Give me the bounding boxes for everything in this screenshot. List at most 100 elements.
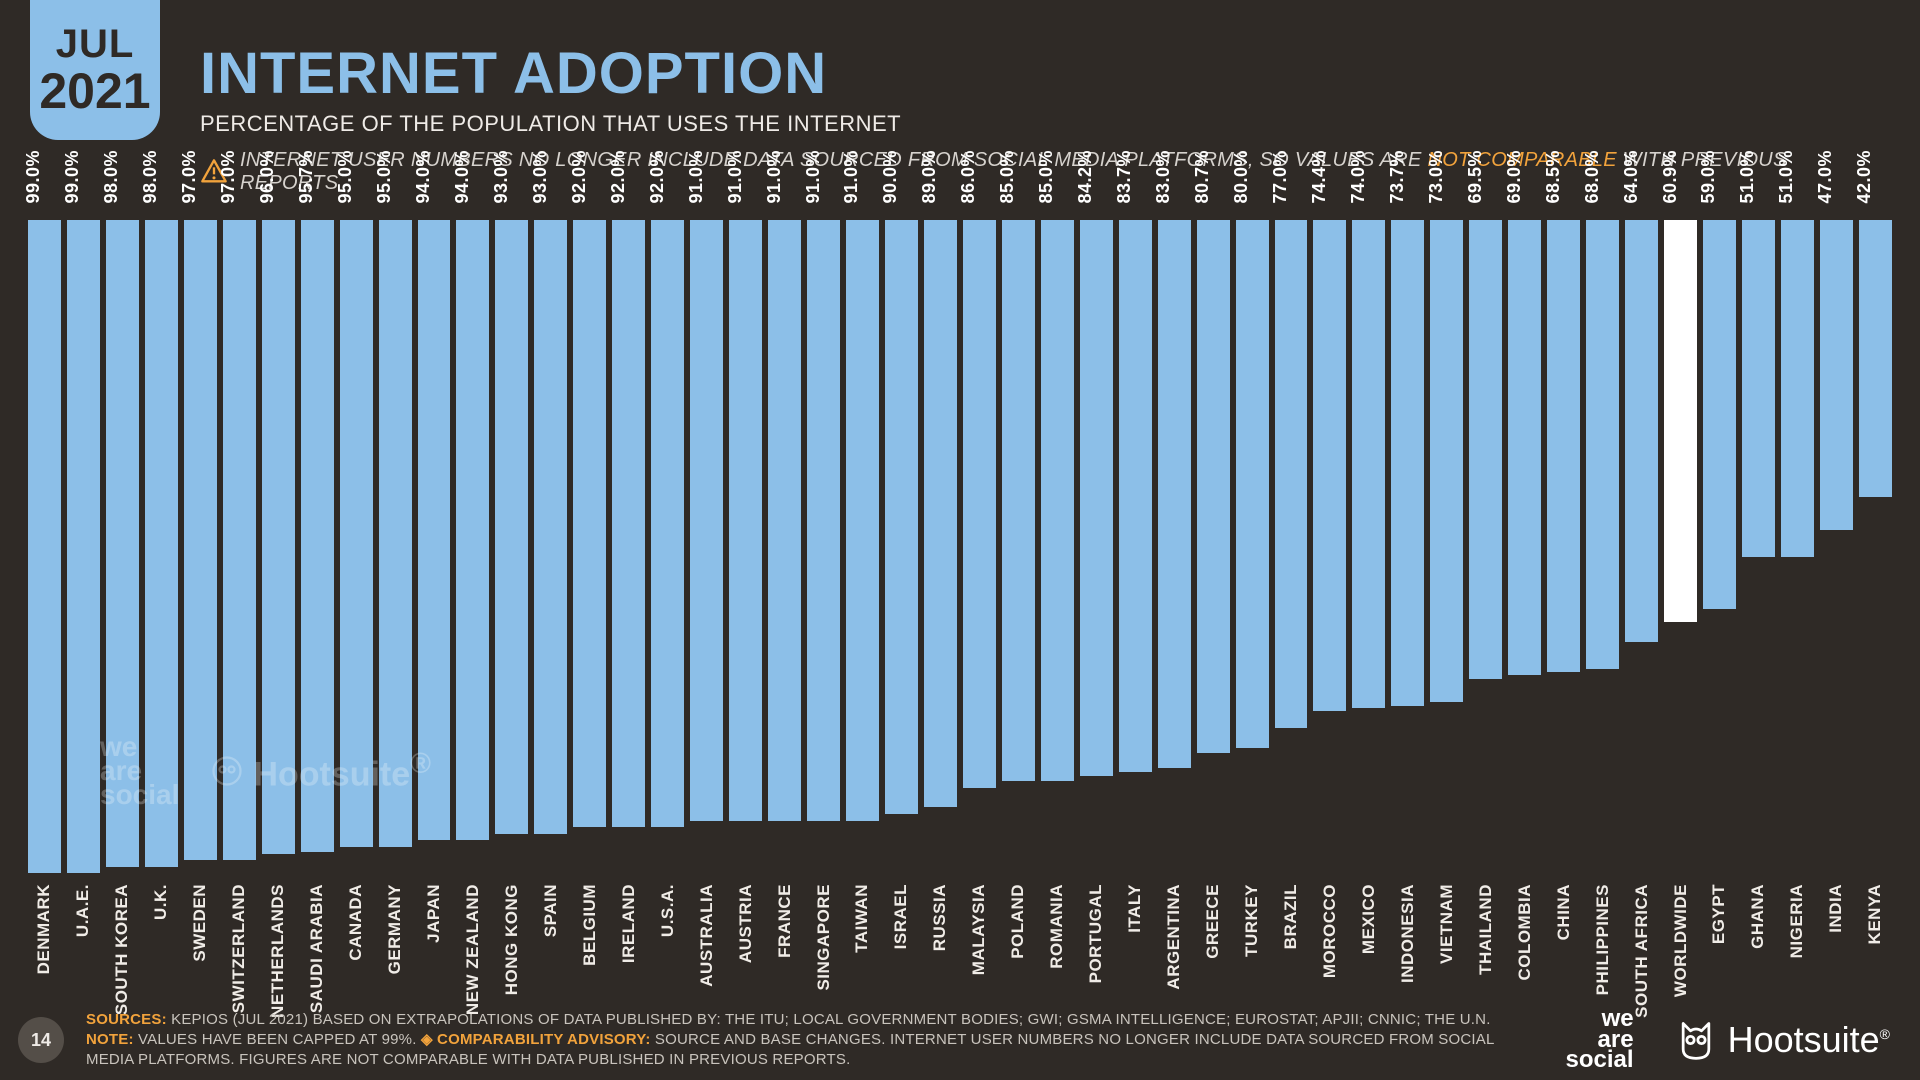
bar-column: 73.7% xyxy=(1391,220,1424,880)
bar: 73.0% xyxy=(1430,220,1463,702)
bar: 68.5% xyxy=(1547,220,1580,672)
bar-column: 92.0% xyxy=(612,220,645,880)
bar-column: 84.2% xyxy=(1080,220,1113,880)
bar: 92.0% xyxy=(651,220,684,827)
x-axis-label: POLAND xyxy=(1002,884,1035,900)
x-axis-label: IRELAND xyxy=(612,884,645,900)
bar: 90.0% xyxy=(885,220,918,814)
bar-value-label: 83.0% xyxy=(1153,150,1174,204)
bar-value-label: 80.7% xyxy=(1192,150,1213,204)
footer: 14 SOURCES: KEPIOS (JUL 2021) BASED ON E… xyxy=(0,1000,1920,1080)
x-axis-label: MALAYSIA xyxy=(963,884,996,900)
x-axis-label: SWEDEN xyxy=(184,884,217,900)
bar: 89.0% xyxy=(924,220,957,807)
bar: 64.0% xyxy=(1625,220,1658,642)
bar-value-label: 64.0% xyxy=(1621,150,1642,204)
bar-value-label: 95.0% xyxy=(374,150,395,204)
bar-value-label: 95.0% xyxy=(335,150,356,204)
x-axis-label: CANADA xyxy=(340,884,373,900)
bar-column: 92.0% xyxy=(651,220,684,880)
bar-value-label: 91.0% xyxy=(764,150,785,204)
x-axis-label: PHILIPPINES xyxy=(1586,884,1619,900)
bar: 93.0% xyxy=(495,220,528,834)
bar-value-label: 85.0% xyxy=(1036,150,1057,204)
bar: 80.0% xyxy=(1236,220,1269,748)
x-axis-label: NEW ZEALAND xyxy=(456,884,489,900)
bar: 99.0% xyxy=(28,220,61,873)
bar-column: 51.0% xyxy=(1742,220,1775,880)
bar-value-label: 97.0% xyxy=(218,150,239,204)
bar: 42.0% xyxy=(1859,220,1892,497)
bar: 91.0% xyxy=(846,220,879,821)
bar: 84.2% xyxy=(1080,220,1113,776)
bar: 94.0% xyxy=(456,220,489,840)
x-axis-label: TURKEY xyxy=(1236,884,1269,900)
x-axis-label: ROMANIA xyxy=(1041,884,1074,900)
x-axis-label: KENYA xyxy=(1859,884,1892,900)
bar-value-label: 77.0% xyxy=(1270,150,1291,204)
bar: 83.7% xyxy=(1119,220,1152,772)
bar-column: 69.0% xyxy=(1508,220,1541,880)
bar-value-label: 42.0% xyxy=(1854,150,1875,204)
x-axis-label: MOROCCO xyxy=(1313,884,1346,900)
date-year: 2021 xyxy=(39,65,150,118)
bar-value-label: 89.0% xyxy=(919,150,940,204)
watermark: wearesocial Hootsuite® xyxy=(100,735,431,806)
bar-value-label: 91.0% xyxy=(841,150,862,204)
bar-value-label: 68.5% xyxy=(1543,150,1564,204)
bar-column: 91.0% xyxy=(690,220,723,880)
x-axis-label: SOUTH KOREA xyxy=(106,884,139,900)
bar-value-label: 97.0% xyxy=(179,150,200,204)
bar-value-label: 80.0% xyxy=(1231,150,1252,204)
bar-value-label: 59.0% xyxy=(1698,150,1719,204)
x-axis-label: HONG KONG xyxy=(495,884,528,900)
bar-value-label: 84.2% xyxy=(1075,150,1096,204)
page-number: 14 xyxy=(18,1017,64,1063)
bar-value-label: 85.0% xyxy=(997,150,1018,204)
x-axis-label: BELGIUM xyxy=(573,884,606,900)
bar-column: 83.0% xyxy=(1158,220,1191,880)
bar-value-label: 83.7% xyxy=(1114,150,1135,204)
bar-column: 85.0% xyxy=(1041,220,1074,880)
bar-value-label: 96.0% xyxy=(257,150,278,204)
bar-value-label: 98.0% xyxy=(101,150,122,204)
bar-value-label: 74.0% xyxy=(1348,150,1369,204)
bar-column: 64.0% xyxy=(1625,220,1658,880)
x-axis-label: EGYPT xyxy=(1703,884,1736,900)
footer-logos: wearesocial Hootsuite® xyxy=(1566,1009,1890,1070)
bar-column: 93.0% xyxy=(495,220,528,880)
bar-value-label: 99.0% xyxy=(23,150,44,204)
x-axis-label: VIETNAM xyxy=(1430,884,1463,900)
wearesocial-logo: wearesocial xyxy=(1566,1009,1634,1070)
x-axis-label: WORLDWIDE xyxy=(1664,884,1697,900)
bar-column: 91.0% xyxy=(807,220,840,880)
x-axis-label: MEXICO xyxy=(1352,884,1385,900)
x-axis-label: SINGAPORE xyxy=(807,884,840,900)
bar-value-label: 91.0% xyxy=(725,150,746,204)
x-axis-label: SPAIN xyxy=(534,884,567,900)
bar: 51.0% xyxy=(1742,220,1775,557)
bar: 93.0% xyxy=(534,220,567,834)
bar: 85.0% xyxy=(1002,220,1035,781)
page-title: INTERNET ADOPTION xyxy=(200,40,1880,107)
x-axis-label: COLOMBIA xyxy=(1508,884,1541,900)
bar-column: 92.0% xyxy=(573,220,606,880)
bar-value-label: 47.0% xyxy=(1815,150,1836,204)
bar-column: 85.0% xyxy=(1002,220,1035,880)
bar: 69.5% xyxy=(1469,220,1502,679)
bar-column: 59.0% xyxy=(1703,220,1736,880)
bar-value-label: 92.0% xyxy=(647,150,668,204)
bar-value-label: 74.4% xyxy=(1309,150,1330,204)
x-axis-label: JAPAN xyxy=(418,884,451,900)
bar: 74.4% xyxy=(1313,220,1346,711)
bar: 86.0% xyxy=(963,220,996,788)
x-axis-label: U.S.A. xyxy=(651,884,684,900)
x-axis-label: ARGENTINA xyxy=(1158,884,1191,900)
bar-column: 73.0% xyxy=(1430,220,1463,880)
bar-value-label: 94.0% xyxy=(413,150,434,204)
bar: 77.0% xyxy=(1275,220,1308,728)
bar-value-label: 73.7% xyxy=(1387,150,1408,204)
x-axis-label: SWITZERLAND xyxy=(223,884,256,900)
bar-column: 90.0% xyxy=(885,220,918,880)
bar-column: 83.7% xyxy=(1119,220,1152,880)
